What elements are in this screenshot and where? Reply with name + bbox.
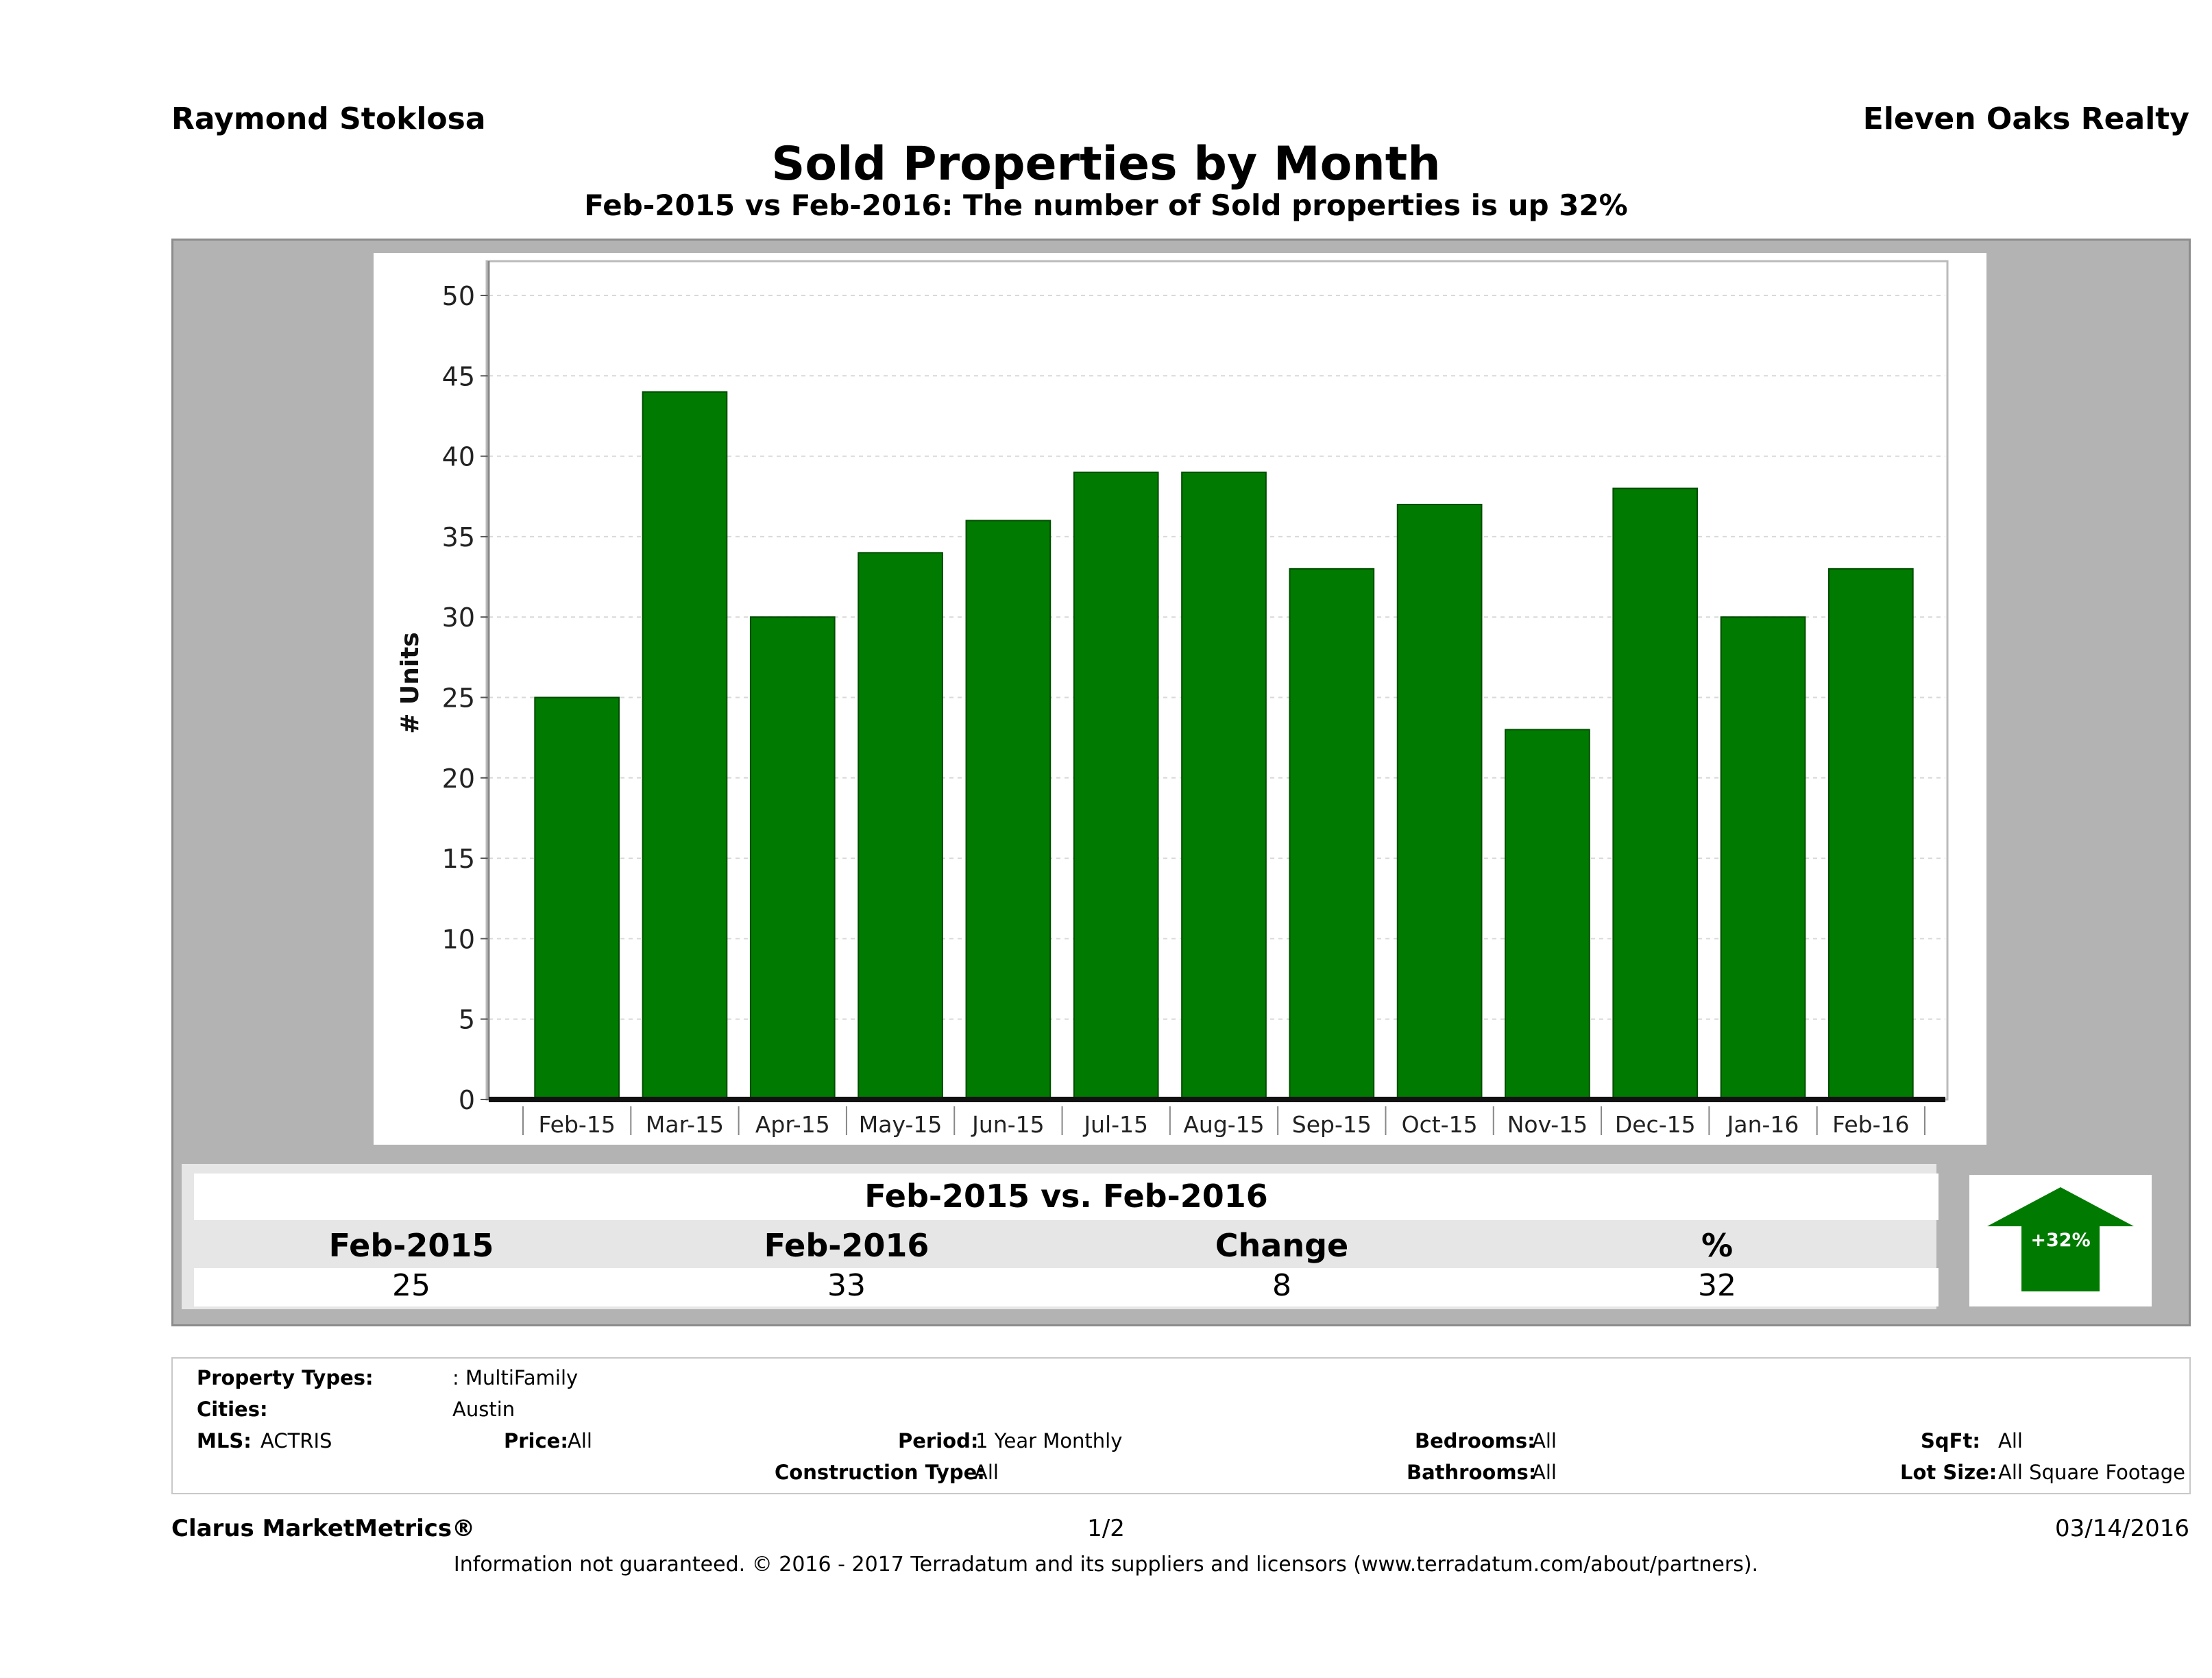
x-tick-label: Aug-15: [1183, 1111, 1264, 1138]
bar: [965, 520, 1052, 1100]
summary-title: Feb-2015 vs. Feb-2016: [864, 1178, 1268, 1215]
x-tick-label: Sep-15: [1292, 1111, 1372, 1138]
criteria-label: Construction Type:: [775, 1461, 985, 1484]
criteria-value: All Square Footage: [1998, 1461, 2186, 1484]
bar: [1827, 568, 1914, 1100]
x-tick-label: Apr-15: [755, 1111, 830, 1138]
bar: [858, 552, 943, 1100]
x-tick-label: May-15: [859, 1111, 943, 1138]
bar: [1181, 472, 1267, 1100]
bar: [534, 696, 620, 1100]
criteria-label: Cities:: [197, 1398, 268, 1421]
criteria-value: All: [974, 1461, 999, 1484]
page-title: Sold Properties by Month: [771, 137, 1441, 191]
summary-col-label: %: [1701, 1227, 1734, 1264]
bar: [1396, 503, 1483, 1101]
y-tick-label: 45: [442, 361, 475, 391]
summary-col-label: Change: [1215, 1227, 1349, 1264]
summary-col-label: Feb-2015: [328, 1227, 494, 1264]
criteria-value: All: [1532, 1429, 1557, 1452]
y-tick-label: 25: [442, 683, 475, 714]
bar-chart: 0 5 10 15 20 25 30 35 40 45 50 Feb-15 Mar-15 Apr-15 Ma…: [396, 260, 1949, 1138]
bar: [1289, 568, 1375, 1100]
disclaimer: Information not guaranteed. © 2016 - 201…: [453, 1553, 1759, 1577]
criteria-value: All: [1998, 1429, 2023, 1452]
summary-col-value: 8: [1272, 1268, 1291, 1303]
change-arrow-box: +32%: [1969, 1175, 2152, 1306]
summary-col-value: 25: [392, 1268, 430, 1303]
x-tick-label: Jul-15: [1082, 1111, 1148, 1138]
page-number: 1/2: [1087, 1515, 1125, 1542]
x-tick-label: Nov-15: [1507, 1111, 1588, 1138]
y-tick-label: 50: [442, 281, 475, 311]
x-tick-label: Feb-15: [538, 1111, 615, 1138]
summary-col-label: Feb-2016: [764, 1227, 929, 1264]
criteria-label: Bedrooms:: [1415, 1429, 1535, 1452]
y-tick-label: 5: [459, 1005, 475, 1035]
y-tick-label: 35: [442, 522, 475, 552]
summary-col-value: 32: [1698, 1268, 1736, 1303]
y-tick-label: 40: [442, 442, 475, 472]
criteria-label: Price:: [504, 1429, 568, 1452]
criteria-value: All: [1532, 1461, 1557, 1484]
up-arrow-icon: +32%: [1987, 1187, 2134, 1291]
criteria-value: : MultiFamily: [452, 1366, 579, 1389]
criteria-label: Bathrooms:: [1407, 1461, 1537, 1484]
criteria-value: Austin: [452, 1398, 515, 1421]
criteria-value: 1 Year Monthly: [975, 1429, 1123, 1452]
criteria-label: Lot Size:: [1900, 1461, 1997, 1484]
bar: [749, 616, 836, 1100]
bar: [1505, 729, 1590, 1100]
arrow-label: +32%: [2030, 1230, 2090, 1251]
x-tick-label: Jan-16: [1726, 1111, 1799, 1138]
bar: [642, 391, 728, 1100]
search-criteria: [171, 1357, 2191, 1494]
y-tick-label: 10: [442, 924, 475, 954]
bar: [1612, 487, 1699, 1100]
x-tick-label: Mar-15: [646, 1111, 724, 1138]
criteria-value: All: [568, 1429, 592, 1452]
criteria-label: Period:: [898, 1429, 979, 1452]
agent-name: Raymond Stoklosa: [171, 101, 486, 136]
x-tick-label: Dec-15: [1615, 1111, 1696, 1138]
page-subtitle: Feb-2015 vs Feb-2016: The number of Sold…: [584, 189, 1628, 222]
x-tick-label: Feb-16: [1832, 1111, 1909, 1138]
criteria-label: Property Types:: [197, 1366, 374, 1389]
report-date: 03/14/2016: [2055, 1515, 2189, 1542]
summary-col-value: 33: [827, 1268, 866, 1303]
bar: [1720, 616, 1806, 1100]
y-tick-label: 20: [442, 764, 475, 794]
summary-title-row: [194, 1174, 1938, 1220]
brokerage-name: Eleven Oaks Realty: [1862, 101, 2189, 136]
y-tick-label: 15: [442, 844, 475, 874]
y-axis-label: # Units: [396, 632, 424, 734]
criteria-label: MLS:: [197, 1429, 252, 1452]
criteria-label: SqFt:: [1921, 1429, 1980, 1452]
y-tick-label: 30: [442, 603, 475, 633]
product-name: Clarus MarketMetrics®: [171, 1515, 476, 1542]
bar: [1073, 472, 1159, 1100]
summary-values-row: [194, 1268, 1938, 1306]
criteria-value: ACTRIS: [260, 1429, 332, 1452]
x-tick-label: Oct-15: [1402, 1111, 1478, 1138]
x-tick-label: Jun-15: [971, 1111, 1044, 1138]
y-tick-label: 0: [459, 1085, 475, 1115]
